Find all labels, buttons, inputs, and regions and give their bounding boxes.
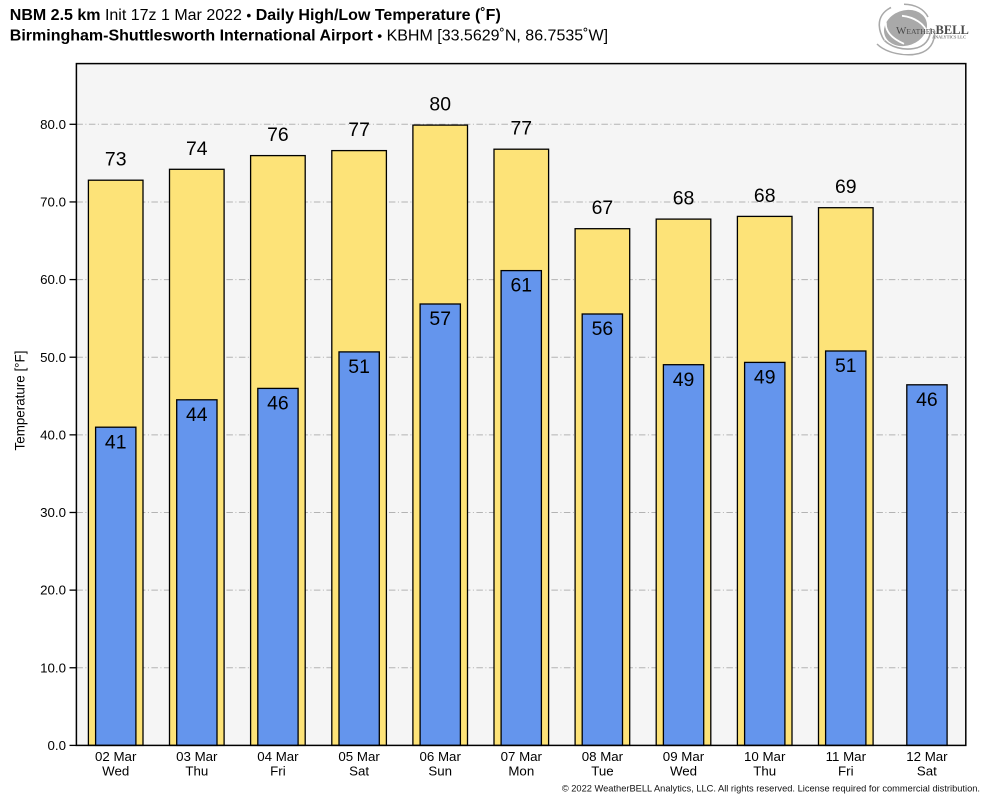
svg-text:11 Mar: 11 Mar xyxy=(826,749,867,764)
svg-text:69: 69 xyxy=(835,176,857,198)
svg-text:44: 44 xyxy=(186,404,208,426)
svg-text:Thu: Thu xyxy=(753,764,776,779)
svg-text:73: 73 xyxy=(105,149,127,171)
svg-text:67: 67 xyxy=(592,197,614,219)
svg-text:Sun: Sun xyxy=(428,764,452,779)
svg-text:46: 46 xyxy=(916,389,938,411)
svg-text:12 Mar: 12 Mar xyxy=(906,749,948,764)
svg-text:80.0: 80.0 xyxy=(40,117,66,132)
svg-text:Wed: Wed xyxy=(102,764,129,779)
svg-text:10.0: 10.0 xyxy=(40,660,66,675)
svg-text:68: 68 xyxy=(673,188,695,210)
svg-text:77: 77 xyxy=(511,118,533,140)
svg-text:Tue: Tue xyxy=(591,764,613,779)
svg-text:51: 51 xyxy=(348,356,370,378)
svg-text:68: 68 xyxy=(754,185,776,207)
svg-text:Temperature [°F]: Temperature [°F] xyxy=(13,351,28,451)
svg-text:WEATHERBELL: WEATHERBELL xyxy=(896,23,969,37)
svg-text:Sat: Sat xyxy=(917,764,937,779)
svg-text:50.0: 50.0 xyxy=(40,350,66,365)
svg-text:61: 61 xyxy=(511,275,533,297)
svg-text:46: 46 xyxy=(267,393,289,415)
svg-text:08 Mar: 08 Mar xyxy=(582,749,624,764)
svg-text:20.0: 20.0 xyxy=(40,583,66,598)
svg-text:57: 57 xyxy=(429,308,451,330)
svg-text:40.0: 40.0 xyxy=(40,427,66,442)
svg-text:06 Mar: 06 Mar xyxy=(420,749,462,764)
svg-text:03 Mar: 03 Mar xyxy=(176,749,218,764)
svg-text:49: 49 xyxy=(673,369,695,391)
svg-text:76: 76 xyxy=(267,124,289,146)
svg-text:0.0: 0.0 xyxy=(48,738,67,753)
svg-text:05 Mar: 05 Mar xyxy=(338,749,380,764)
svg-text:56: 56 xyxy=(592,318,614,340)
svg-text:Wed: Wed xyxy=(670,764,697,779)
svg-text:10 Mar: 10 Mar xyxy=(744,749,786,764)
svg-text:74: 74 xyxy=(186,138,208,160)
svg-text:Sat: Sat xyxy=(349,764,369,779)
svg-text:70.0: 70.0 xyxy=(40,195,66,210)
svg-text:60.0: 60.0 xyxy=(40,272,66,287)
svg-text:51: 51 xyxy=(835,355,857,377)
svg-text:49: 49 xyxy=(754,367,776,389)
svg-text:07 Mar: 07 Mar xyxy=(501,749,543,764)
svg-text:41: 41 xyxy=(105,431,127,453)
svg-text:© 2022 WeatherBELL Analytics,: © 2022 WeatherBELL Analytics, LLC. All r… xyxy=(562,784,980,794)
svg-text:80: 80 xyxy=(429,94,451,116)
svg-text:77: 77 xyxy=(348,119,370,141)
svg-text:ANALYTICS LLC: ANALYTICS LLC xyxy=(932,35,966,40)
svg-text:Birmingham-Shuttlesworth Inter: Birmingham-Shuttlesworth International A… xyxy=(10,28,608,45)
svg-text:Thu: Thu xyxy=(185,764,208,779)
svg-text:02 Mar: 02 Mar xyxy=(95,749,137,764)
svg-text:NBM 2.5 km Init 17z 1 Mar 2022: NBM 2.5 km Init 17z 1 Mar 2022 • Daily H… xyxy=(10,7,501,24)
svg-text:04 Mar: 04 Mar xyxy=(257,749,299,764)
svg-text:Mon: Mon xyxy=(508,764,534,779)
svg-text:Fri: Fri xyxy=(838,764,854,779)
svg-text:30.0: 30.0 xyxy=(40,505,66,520)
svg-text:Fri: Fri xyxy=(270,764,286,779)
svg-text:09 Mar: 09 Mar xyxy=(663,749,705,764)
